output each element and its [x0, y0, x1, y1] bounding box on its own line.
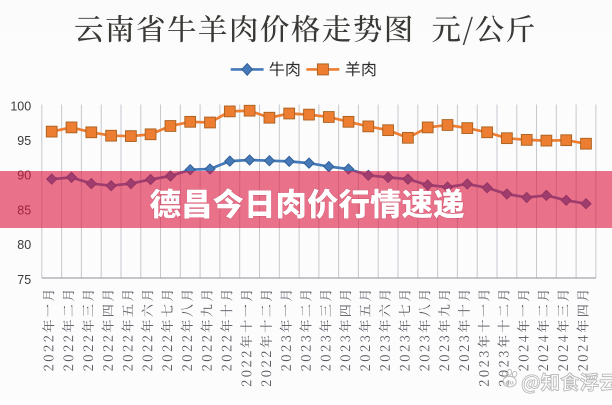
svg-text:80: 80 — [17, 238, 31, 252]
svg-text:75: 75 — [17, 273, 31, 287]
svg-text:95: 95 — [17, 134, 31, 148]
svg-text:du: du — [506, 379, 514, 386]
svg-text:100: 100 — [10, 99, 31, 113]
